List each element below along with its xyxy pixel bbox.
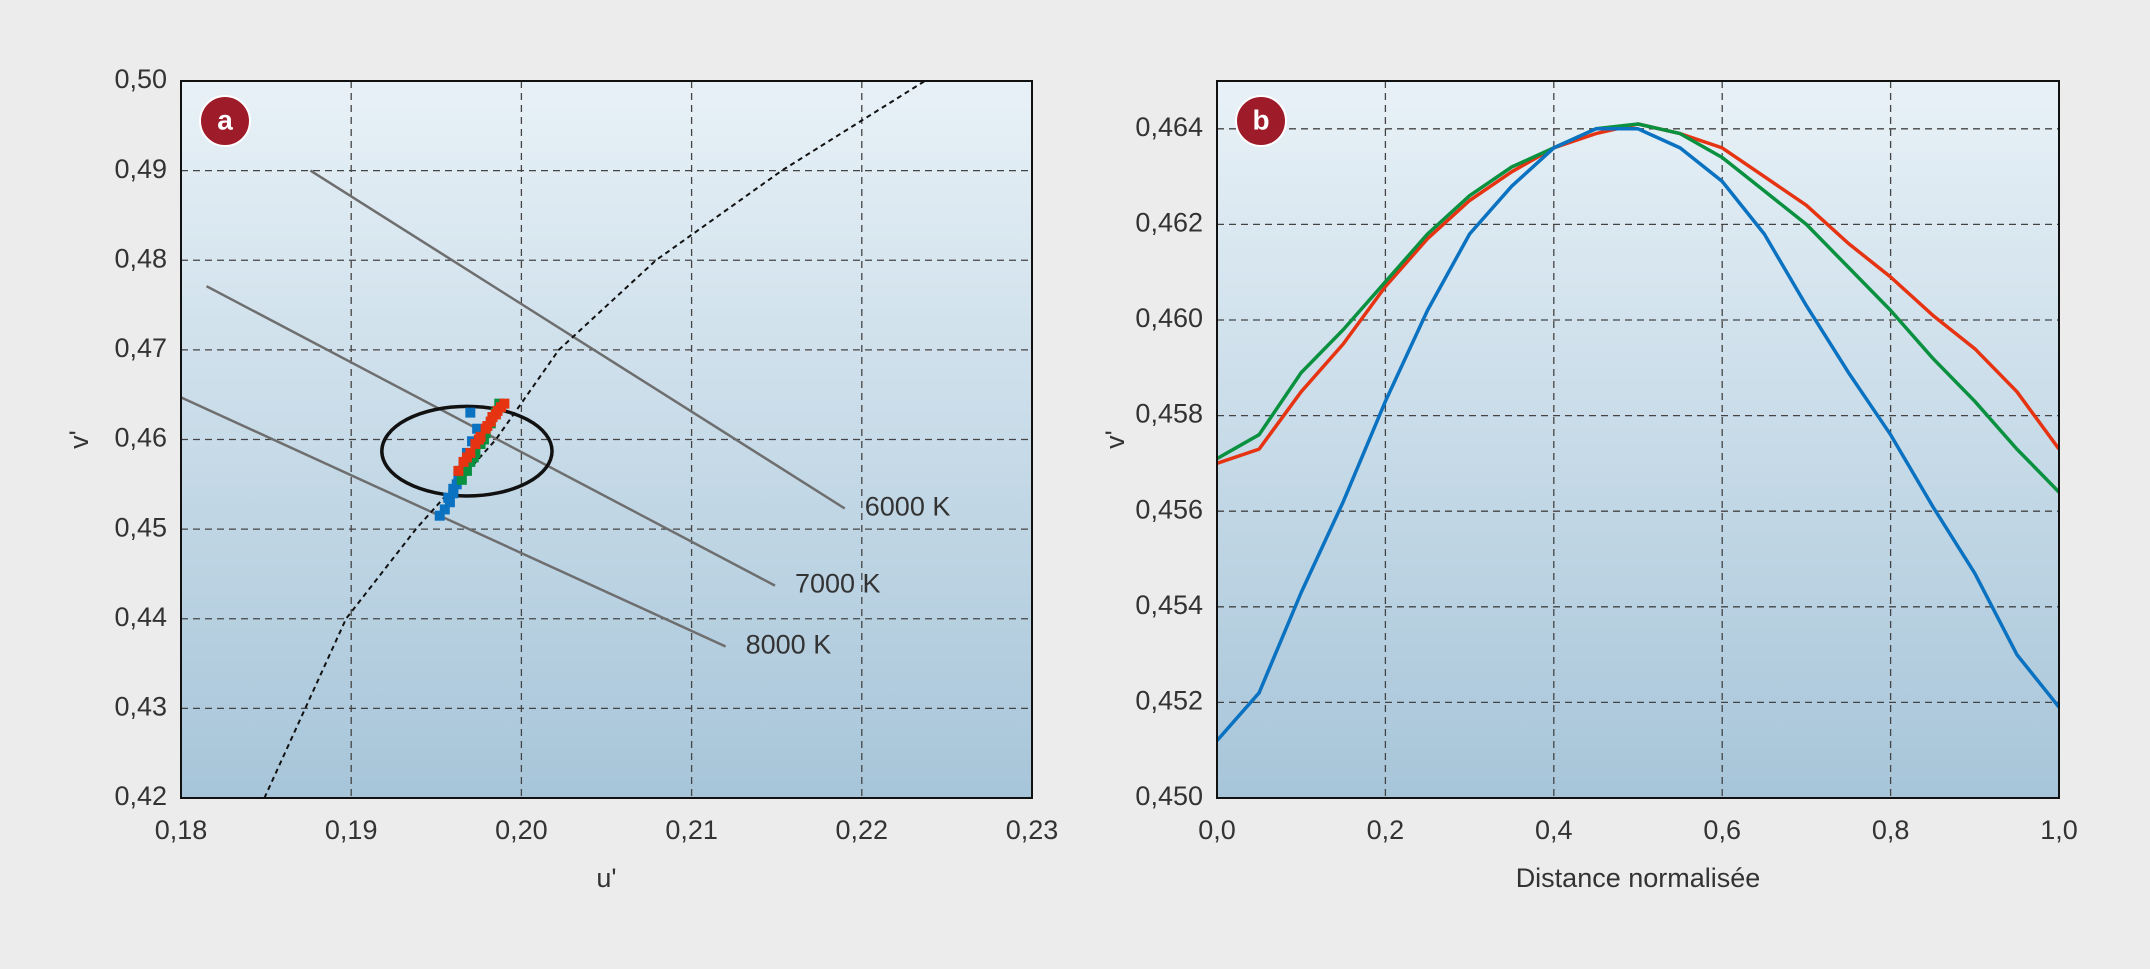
y-tick-label: 0,47 — [114, 333, 167, 363]
y-tick-label: 0,43 — [114, 692, 167, 722]
isotherm-line — [181, 396, 727, 648]
scatter-point — [434, 510, 445, 521]
scatter-point — [443, 492, 454, 503]
y-tick-label: 0,42 — [114, 781, 167, 811]
scatter-point — [473, 434, 484, 445]
y-tick-label: 0,452 — [1135, 686, 1203, 716]
isotherm-line — [205, 285, 776, 587]
plot-area — [181, 81, 1032, 798]
plot-area — [1217, 81, 2059, 798]
scatter-point — [465, 407, 476, 418]
panel-badge — [1235, 95, 1287, 147]
scatter-point — [487, 412, 498, 423]
y-axis-label: v' — [64, 430, 94, 449]
data-line — [1217, 122, 2059, 494]
scatter-point — [499, 398, 510, 409]
plot-background — [1217, 81, 2059, 798]
y-tick-label: 0,464 — [1135, 112, 1203, 142]
y-tick-label: 0,44 — [114, 602, 167, 632]
x-tick-label: 0,23 — [1006, 815, 1059, 845]
y-tick-label: 0,46 — [114, 423, 167, 453]
scatter-point — [461, 465, 472, 476]
scatter-point — [456, 474, 467, 485]
x-tick-label: 0,0 — [1198, 815, 1236, 845]
isotherm-label: 7000 K — [795, 569, 881, 599]
panel: 0,450 0,452 0,454 0,456 0,458 0,460 0,462 0,464… — [1100, 80, 2078, 893]
x-tick-label: 0,22 — [836, 815, 889, 845]
y-axis-label: v' — [1100, 430, 1130, 449]
scatter-point — [453, 465, 464, 476]
x-tick-label: 0,20 — [495, 815, 548, 845]
x-tick-label: 0,19 — [325, 815, 378, 845]
x-axis-label: u' — [596, 863, 616, 893]
tolerance-ellipse — [380, 404, 554, 498]
y-tick-label: 0,458 — [1135, 399, 1203, 429]
panel-label: b — [1252, 104, 1269, 135]
isotherm-label: 8000 K — [746, 630, 832, 660]
y-tick-label: 0,456 — [1135, 494, 1203, 524]
x-tick-label: 0,8 — [1872, 815, 1910, 845]
y-tick-label: 0,48 — [114, 243, 167, 273]
y-tick-label: 0,450 — [1135, 781, 1203, 811]
panel: 0,42 0,43 0,44 0,45 0,46 0,47 0,48 0,49 0,50 0,18… — [64, 64, 1058, 893]
x-tick-label: 0,18 — [155, 815, 208, 845]
y-tick-label: 0,462 — [1135, 208, 1203, 238]
data-line — [1217, 127, 2059, 742]
y-tick-label: 0,454 — [1135, 590, 1203, 620]
y-tick-label: 0,45 — [114, 512, 167, 542]
y-tick-label: 0,49 — [114, 154, 167, 184]
scatter-point — [448, 483, 459, 494]
x-tick-label: 0,2 — [1367, 815, 1405, 845]
y-tick-label: 0,460 — [1135, 303, 1203, 333]
scatter-point — [482, 421, 493, 432]
isotherm-label: 6000 K — [865, 492, 951, 522]
panel-badge — [199, 95, 251, 147]
planckian-locus — [263, 81, 926, 798]
y-tick-label: 0,50 — [114, 64, 167, 94]
x-axis-label: Distance normalisée — [1516, 863, 1761, 893]
x-tick-label: 1,0 — [2040, 815, 2078, 845]
scatter-point — [492, 405, 503, 416]
x-tick-label: 0,6 — [1703, 815, 1741, 845]
scatter-point — [439, 504, 450, 515]
scatter-point — [461, 452, 472, 463]
scatter-point — [472, 423, 483, 434]
x-tick-label: 0,4 — [1535, 815, 1573, 845]
isotherm-line — [309, 169, 846, 510]
x-tick-label: 0,21 — [665, 815, 718, 845]
plot-border — [180, 80, 1033, 799]
panel-label: a — [217, 104, 233, 135]
plot-border — [1216, 80, 2060, 799]
